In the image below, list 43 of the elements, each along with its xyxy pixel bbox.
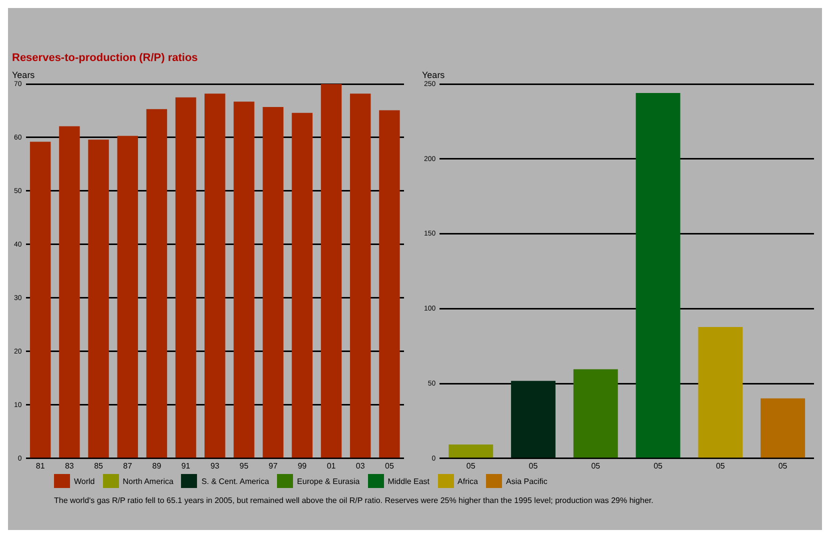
legend-label: Asia Pacific [506,476,548,486]
x-tick-label: 93 [210,461,220,470]
x-tick-label: 89 [152,461,162,470]
x-tick-label: 05 [591,461,601,470]
legend-label: Middle East [388,476,430,486]
legend-label: North America [122,476,174,486]
x-tick-label: 83 [64,461,74,470]
x-tick-label: 05 [716,461,726,470]
bar [175,97,196,458]
bar [320,84,342,458]
bar [204,94,226,458]
bar [117,136,138,458]
bar [379,110,400,458]
text: The world's gas R/P ratio fell to 65.1 years in 2005, but remained well above the oil R/P ratio. Reserves were 25% higher than the 1995 level; production was 29% higher. [54,496,654,506]
bar [262,107,284,458]
x-tick-label: 87 [123,461,133,470]
x-tick-label: 05 [778,461,788,470]
legend-label: World [74,476,95,486]
x-tick-label: 03 [356,461,366,470]
x-tick-label: 81 [36,461,46,470]
bar [350,94,371,458]
x-tick-label: 05 [385,461,394,470]
legend-label: Europe & Eurasia [297,476,360,486]
x-tick-label: 91 [181,461,191,470]
x-tick-label: 95 [240,461,249,470]
bar [234,102,254,458]
y-axis-title: Years [12,70,36,80]
bar [88,140,109,458]
chart-title: Reserves-to-production (R/P) ratios [12,52,198,64]
x-tick-label: 99 [298,461,308,470]
bar [292,112,313,458]
x-tick-label: 97 [268,461,278,470]
x-tick-label: 05 [654,461,664,470]
legend-label: Africa [458,476,478,486]
bar [30,142,51,458]
x-tick-label: 05 [466,461,476,470]
x-tick-label: 05 [528,461,538,470]
bar [59,126,80,458]
y-axis-title: Years [422,70,446,80]
legend-label: S. & Cent. America [201,476,270,486]
x-tick-label: 85 [94,461,104,470]
bar [146,109,168,458]
x-tick-label: 01 [326,461,336,470]
